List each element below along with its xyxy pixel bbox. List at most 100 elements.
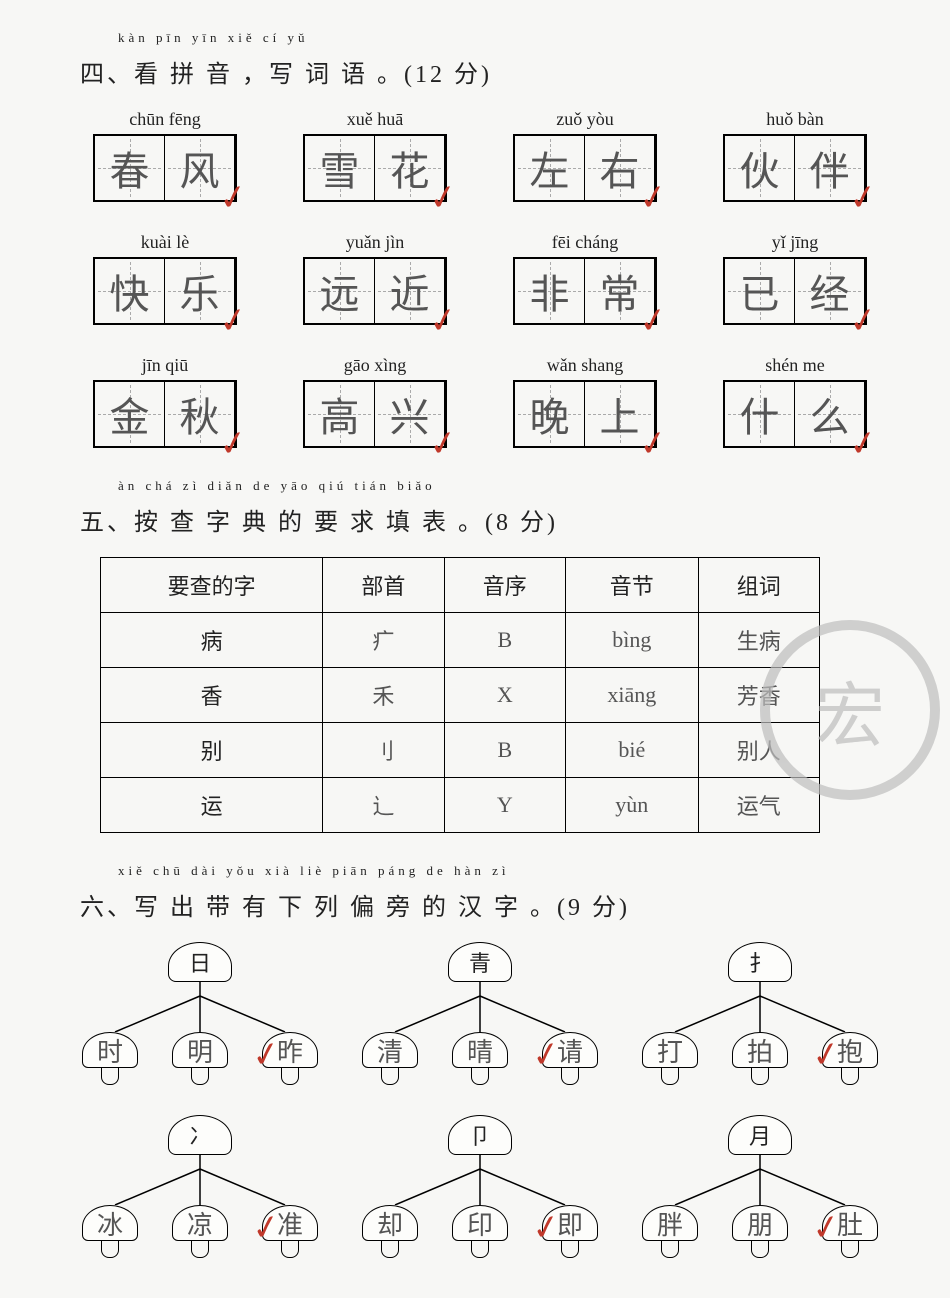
word-item: chūn fēng 春 风 ✓ bbox=[80, 109, 250, 202]
char-box: 已 bbox=[725, 259, 795, 323]
mushroom-stem bbox=[471, 1241, 489, 1258]
char-box: 远 bbox=[305, 259, 375, 323]
word-item: gāo xìng 高 兴 ✓ bbox=[290, 355, 460, 448]
mushroom-item: 胖 bbox=[640, 1205, 700, 1258]
pinyin-label: zuǒ yòu bbox=[500, 109, 670, 130]
char-boxpair: 春 风 ✓ bbox=[93, 134, 237, 202]
char-box: 常 bbox=[585, 259, 655, 323]
mushroom-item: 请 bbox=[540, 1032, 600, 1085]
handwritten-char: 近 bbox=[390, 262, 430, 320]
cell-bushou: 辶 bbox=[323, 778, 444, 833]
tree-head: 日 bbox=[168, 942, 232, 982]
char-boxpair: 晚 上 ✓ bbox=[513, 380, 657, 448]
cell-zi: 别 bbox=[101, 723, 323, 778]
radical-tree: 扌 打 拍 抱 bbox=[640, 942, 880, 1085]
mushroom-item: 打 bbox=[640, 1032, 700, 1085]
tree-leaves: 却 印 即 bbox=[360, 1205, 600, 1258]
pinyin-label: yuǎn jìn bbox=[290, 232, 460, 253]
cell-yinxu: X bbox=[444, 668, 565, 723]
word-item: fēi cháng 非 常 ✓ bbox=[500, 232, 670, 325]
tree-leaves: 清 晴 请 bbox=[360, 1032, 600, 1085]
mushroom-stem bbox=[191, 1068, 209, 1085]
handwritten-char: 右 bbox=[600, 139, 640, 197]
handwritten-char: 上 bbox=[600, 385, 640, 443]
mushroom-stem bbox=[281, 1241, 299, 1258]
handwritten-char: 风 bbox=[180, 139, 220, 197]
char-box: 高 bbox=[305, 382, 375, 446]
handwritten-char: 伙 bbox=[740, 139, 780, 197]
radical-tree: 卩 却 印 即 bbox=[360, 1115, 600, 1258]
mushroom-char: 凉 bbox=[172, 1205, 228, 1241]
mushroom-char: 胖 bbox=[642, 1205, 698, 1241]
mushroom-item: 清 bbox=[360, 1032, 420, 1085]
radical-tree: 冫 冰 凉 准 bbox=[80, 1115, 320, 1258]
char-boxpair: 雪 花 ✓ bbox=[303, 134, 447, 202]
handwritten-char: 乐 bbox=[180, 262, 220, 320]
mushroom-stem bbox=[751, 1068, 769, 1085]
char-box: 什 bbox=[725, 382, 795, 446]
pinyin-label: chūn fēng bbox=[80, 109, 250, 130]
mushroom-stem bbox=[191, 1241, 209, 1258]
mushroom-stem bbox=[281, 1068, 299, 1085]
pinyin-label: wǎn shang bbox=[500, 355, 670, 376]
mushroom-stem bbox=[841, 1068, 859, 1085]
word-item: kuài lè 快 乐 ✓ bbox=[80, 232, 250, 325]
mushroom-char: 朋 bbox=[732, 1205, 788, 1241]
word-item: jīn qiū 金 秋 ✓ bbox=[80, 355, 250, 448]
col-zi: 要查的字 bbox=[101, 558, 323, 613]
char-boxpair: 快 乐 ✓ bbox=[93, 257, 237, 325]
mushroom-stem bbox=[841, 1241, 859, 1258]
mushroom-stem bbox=[561, 1068, 579, 1085]
section4-grid: chūn fēng 春 风 ✓ xuě huā 雪 花 ✓ zuǒ yòu 左 … bbox=[80, 109, 890, 448]
table-row: 运 辶 Y yùn 运气 bbox=[101, 778, 820, 833]
section4-ruby: kàn pīn yīn xiě cí yǔ bbox=[118, 30, 890, 46]
tree-stems bbox=[80, 982, 320, 1032]
radical-tree: 月 胖 朋 肚 bbox=[640, 1115, 880, 1258]
cell-yinxu: B bbox=[444, 613, 565, 668]
cell-bushou: 刂 bbox=[323, 723, 444, 778]
cell-zuci: 运气 bbox=[698, 778, 819, 833]
mushroom-char: 抱 bbox=[822, 1032, 878, 1068]
mushroom-item: 晴 bbox=[450, 1032, 510, 1085]
char-boxpair: 左 右 ✓ bbox=[513, 134, 657, 202]
char-boxpair: 什 么 ✓ bbox=[723, 380, 867, 448]
dictionary-table: 要查的字 部首 音序 音节 组词 病 疒 B bìng 生病 香 禾 X xiā… bbox=[100, 557, 820, 833]
mushroom-char: 肚 bbox=[822, 1205, 878, 1241]
word-item: yuǎn jìn 远 近 ✓ bbox=[290, 232, 460, 325]
char-box: 晚 bbox=[515, 382, 585, 446]
mushroom-char: 冰 bbox=[82, 1205, 138, 1241]
char-boxpair: 高 兴 ✓ bbox=[303, 380, 447, 448]
mushroom-char: 晴 bbox=[452, 1032, 508, 1068]
mushroom-item: 拍 bbox=[730, 1032, 790, 1085]
tree-stems bbox=[360, 1155, 600, 1205]
handwritten-char: 常 bbox=[600, 262, 640, 320]
char-box: 乐 bbox=[165, 259, 235, 323]
tree-head: 月 bbox=[728, 1115, 792, 1155]
section5-title: 五、按 查 字 典 的 要 求 填 表 。(8 分) bbox=[80, 502, 890, 537]
char-box: 秋 bbox=[165, 382, 235, 446]
cell-yinjie: bìng bbox=[565, 613, 698, 668]
word-item: huǒ bàn 伙 伴 ✓ bbox=[710, 109, 880, 202]
mushroom-char: 明 bbox=[172, 1032, 228, 1068]
cell-yinxu: Y bbox=[444, 778, 565, 833]
handwritten-char: 金 bbox=[110, 385, 150, 443]
handwritten-char: 伴 bbox=[810, 139, 850, 197]
char-box: 快 bbox=[95, 259, 165, 323]
handwritten-char: 秋 bbox=[180, 385, 220, 443]
word-item: wǎn shang 晚 上 ✓ bbox=[500, 355, 670, 448]
mushroom-item: 即 bbox=[540, 1205, 600, 1258]
radical-tree: 日 时 明 昨 bbox=[80, 942, 320, 1085]
mushroom-char: 即 bbox=[542, 1205, 598, 1241]
cell-zuci: 别人 bbox=[698, 723, 819, 778]
char-box: 么 bbox=[795, 382, 865, 446]
tree-leaves: 胖 朋 肚 bbox=[640, 1205, 880, 1258]
section6-ruby: xiě chū dài yǒu xià liè piān páng de hàn… bbox=[118, 863, 890, 879]
cell-yinxu: B bbox=[444, 723, 565, 778]
pinyin-label: shén me bbox=[710, 355, 880, 376]
pinyin-label: gāo xìng bbox=[290, 355, 460, 376]
mushroom-char: 昨 bbox=[262, 1032, 318, 1068]
section6-title: 六、写 出 带 有 下 列 偏 旁 的 汉 字 。(9 分) bbox=[80, 887, 890, 922]
section4-title: 四、看 拼 音 ，写 词 语 。(12 分) bbox=[80, 54, 890, 89]
table-row: 别 刂 B bié 别人 bbox=[101, 723, 820, 778]
mushroom-item: 昨 bbox=[260, 1032, 320, 1085]
